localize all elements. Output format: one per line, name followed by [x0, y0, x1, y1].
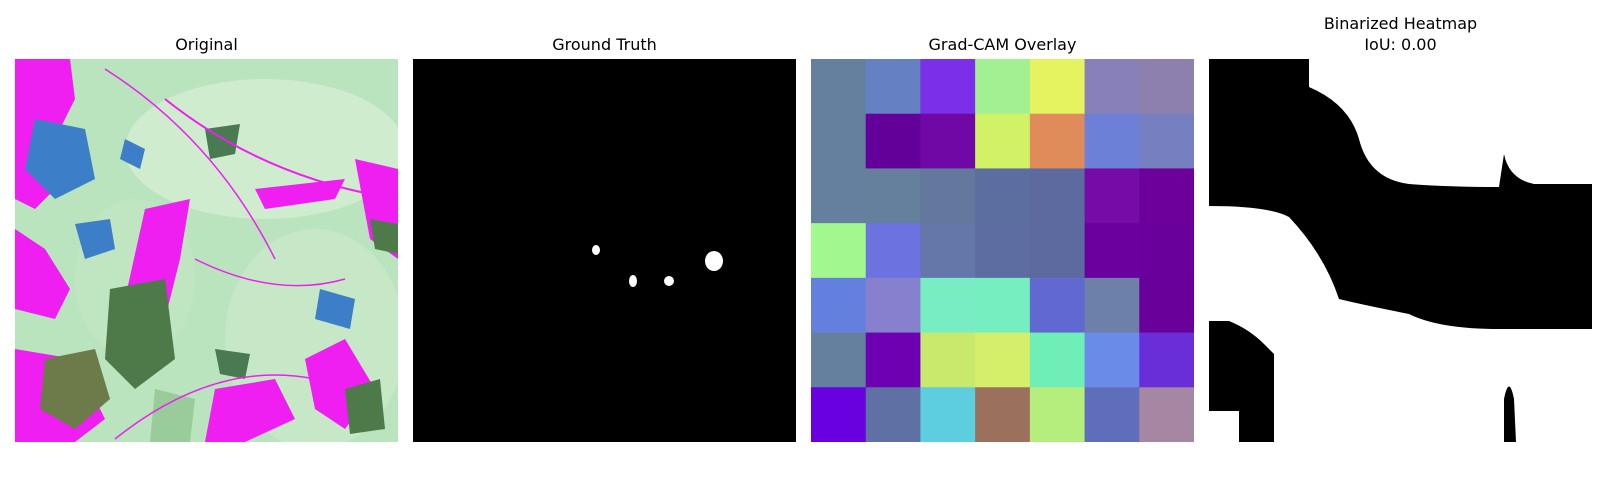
- gradcam-cell: [1139, 387, 1194, 442]
- gradcam-cell: [920, 59, 976, 115]
- gradcam-cell: [865, 168, 921, 224]
- gradcam-cell: [1029, 59, 1086, 115]
- gradcam-cell: [1029, 387, 1086, 442]
- gradcam-cell: [811, 223, 867, 279]
- gradcam-cell: [1029, 223, 1086, 279]
- gradcam-cell: [1029, 277, 1086, 334]
- gradcam-cell: [811, 332, 867, 388]
- gradcam-overlay-image: [811, 59, 1194, 442]
- gradcam-cell: [865, 332, 921, 388]
- gradcam-cell: [920, 168, 976, 224]
- gradcam-cell: [1084, 277, 1140, 334]
- gradcam-cell: [975, 387, 1031, 442]
- gradcam-cell: [1139, 113, 1194, 169]
- gradcam-cell: [1084, 59, 1140, 115]
- gradcam-cell: [1084, 223, 1140, 279]
- gradcam-cell: [865, 387, 921, 442]
- gradcam-cell: [811, 277, 867, 334]
- gradcam-cell: [1084, 387, 1140, 442]
- gradcam-cell: [1029, 332, 1086, 388]
- gradcam-cell: [975, 332, 1031, 388]
- gradcam-cell: [1084, 332, 1140, 388]
- ground-truth-title: Ground Truth: [552, 35, 657, 54]
- gradcam-cell: [975, 277, 1031, 334]
- gradcam-title: Grad-CAM Overlay: [928, 35, 1077, 54]
- original-image: [15, 59, 398, 442]
- gradcam-cell: [920, 277, 976, 334]
- gradcam-cell: [1084, 113, 1140, 169]
- gradcam-cell: [865, 277, 921, 334]
- binarized-title: Binarized Heatmap IoU: 0.00: [1323, 14, 1478, 54]
- gradcam-cell: [1139, 168, 1194, 224]
- gradcam-cell: [865, 223, 921, 279]
- gradcam-cell: [811, 387, 867, 442]
- gradcam-cell: [920, 223, 976, 279]
- gradcam-cell: [811, 59, 867, 115]
- gradcam-cell: [811, 168, 867, 224]
- gradcam-cell: [1084, 168, 1140, 224]
- gradcam-cell: [865, 59, 921, 115]
- gradcam-cell: [1139, 223, 1194, 279]
- gradcam-cell: [1139, 59, 1194, 115]
- gradcam-cell: [975, 113, 1031, 169]
- binarized-heatmap-image: [1209, 59, 1592, 442]
- gradcam-cell: [1139, 277, 1194, 334]
- gradcam-cell: [920, 113, 976, 169]
- gradcam-cell: [1029, 113, 1086, 169]
- gradcam-cell: [975, 223, 1031, 279]
- gradcam-cell: [975, 59, 1031, 115]
- gradcam-cell: [865, 113, 921, 169]
- gradcam-cell: [1139, 332, 1194, 388]
- gradcam-cell: [920, 387, 976, 442]
- ground-truth-mask: [413, 59, 796, 442]
- gradcam-cell: [975, 168, 1031, 224]
- gradcam-cell: [1029, 168, 1086, 224]
- gradcam-cell: [920, 332, 976, 388]
- gradcam-cell: [811, 113, 867, 169]
- original-title: Original: [175, 35, 238, 54]
